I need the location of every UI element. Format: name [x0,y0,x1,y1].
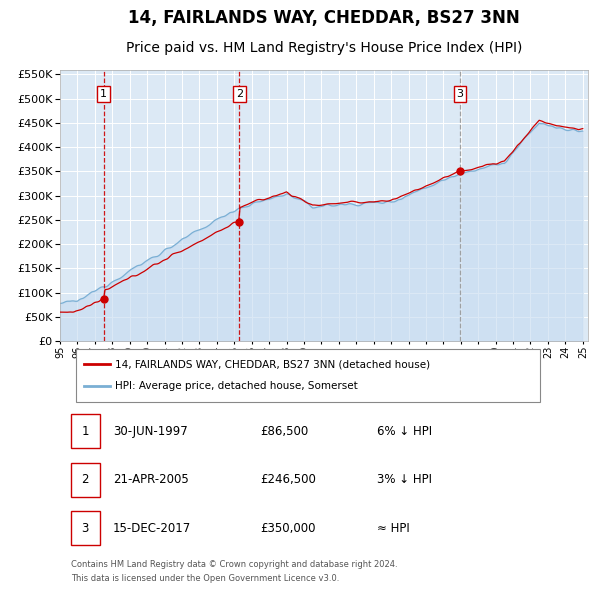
Text: 1: 1 [82,425,89,438]
Text: £350,000: £350,000 [260,522,316,535]
Text: 1: 1 [100,88,107,99]
Text: HPI: Average price, detached house, Somerset: HPI: Average price, detached house, Some… [115,381,358,391]
FancyBboxPatch shape [76,349,541,402]
Text: 14, FAIRLANDS WAY, CHEDDAR, BS27 3NN (detached house): 14, FAIRLANDS WAY, CHEDDAR, BS27 3NN (de… [115,359,431,369]
Text: 3: 3 [457,88,464,99]
Text: 21-APR-2005: 21-APR-2005 [113,473,188,486]
Text: 2: 2 [82,473,89,486]
Text: 2: 2 [236,88,243,99]
Text: Price paid vs. HM Land Registry's House Price Index (HPI): Price paid vs. HM Land Registry's House … [126,41,522,55]
Text: 14, FAIRLANDS WAY, CHEDDAR, BS27 3NN: 14, FAIRLANDS WAY, CHEDDAR, BS27 3NN [128,9,520,27]
Text: 3: 3 [82,522,89,535]
FancyBboxPatch shape [71,414,100,448]
Text: £86,500: £86,500 [260,425,309,438]
Text: Contains HM Land Registry data © Crown copyright and database right 2024.: Contains HM Land Registry data © Crown c… [71,560,397,569]
FancyBboxPatch shape [71,512,100,545]
Text: 3% ↓ HPI: 3% ↓ HPI [377,473,432,486]
Text: £246,500: £246,500 [260,473,317,486]
Text: 30-JUN-1997: 30-JUN-1997 [113,425,188,438]
Text: 15-DEC-2017: 15-DEC-2017 [113,522,191,535]
Text: This data is licensed under the Open Government Licence v3.0.: This data is licensed under the Open Gov… [71,575,339,584]
FancyBboxPatch shape [71,463,100,497]
Text: 6% ↓ HPI: 6% ↓ HPI [377,425,432,438]
Text: ≈ HPI: ≈ HPI [377,522,410,535]
